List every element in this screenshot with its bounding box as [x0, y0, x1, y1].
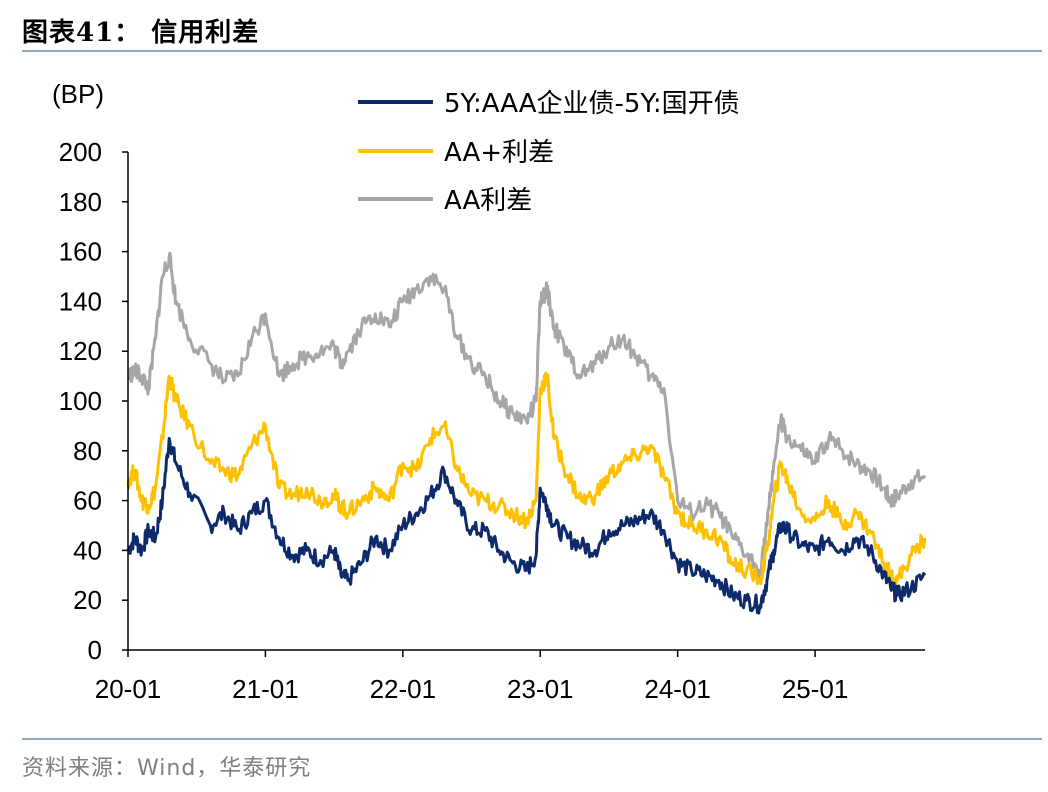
y-tick-label: 80 [73, 436, 102, 466]
x-tick-label: 23-01 [507, 674, 574, 704]
series-layer [126, 251, 927, 615]
series-line-1 [126, 371, 927, 588]
legend: 5Y:AAA企业债-5Y:国开债 AA+利差 AA利差 [358, 89, 740, 216]
x-tick-label: 24-01 [644, 674, 711, 704]
y-tick-label: 180 [59, 187, 102, 217]
source-note: 资料来源：Wind，华泰研究 [22, 756, 312, 781]
x-tick-label: 22-01 [370, 674, 437, 704]
y-axis-unit-label: (BP) [52, 79, 104, 109]
series-line-0 [126, 436, 927, 615]
x-tick-label: 25-01 [782, 674, 849, 704]
legend-label-0: 5Y:AAA企业债-5Y:国开债 [444, 89, 740, 119]
y-tick-label: 40 [73, 535, 102, 565]
y-tick-label: 60 [73, 486, 102, 516]
figure-title: 图表41： 信用利差 [22, 18, 260, 48]
y-tick-label: 200 [59, 137, 102, 167]
y-tick-label: 160 [59, 237, 102, 267]
y-tick-label: 100 [59, 386, 102, 416]
x-tick-label: 20-01 [95, 674, 162, 704]
axes-layer: 0 20 40 60 80 100 120 140 160 180 200 20-01 21-01 22-… [59, 137, 925, 704]
title-divider [22, 50, 1042, 52]
y-tick-label: 0 [88, 635, 102, 665]
series-line-2 [126, 251, 927, 579]
legend-label-1: AA+利差 [444, 138, 554, 168]
x-tick-label: 21-01 [232, 674, 299, 704]
y-tick-label: 140 [59, 286, 102, 316]
y-tick-label: 20 [73, 585, 102, 615]
y-tick-label: 120 [59, 336, 102, 366]
source-divider [22, 738, 1042, 740]
legend-label-2: AA利差 [444, 186, 532, 216]
credit-spread-chart: (BP) 0 20 40 60 80 100 120 140 160 180 200 20-01 21-… [52, 79, 927, 704]
